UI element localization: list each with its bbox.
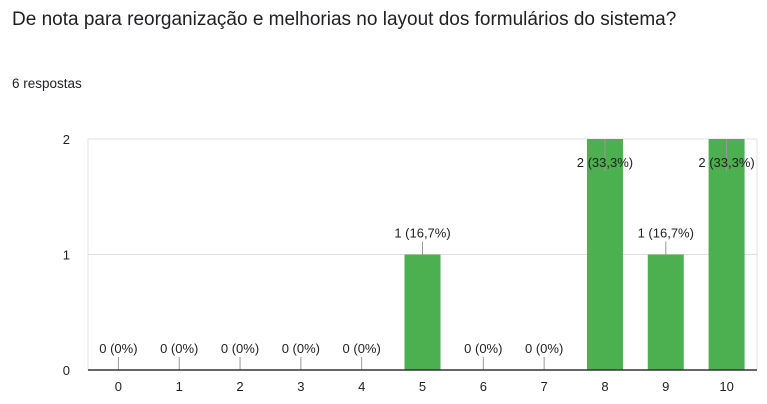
y-tick-label: 2: [63, 132, 70, 147]
data-label: 0 (0%): [343, 341, 381, 356]
data-label: 0 (0%): [99, 341, 137, 356]
data-label: 0 (0%): [464, 341, 502, 356]
data-label: 1 (16,7%): [638, 226, 694, 241]
y-axis-ticks: 0 1 2: [63, 132, 70, 378]
x-axis-ticks: 0 1 2 3 4 5 6 7 8 9 10: [88, 369, 757, 394]
y-tick-label: 1: [63, 248, 70, 263]
bar: [647, 254, 684, 370]
data-label: 0 (0%): [525, 341, 563, 356]
data-label: 2 (33,3%): [698, 155, 754, 170]
question-title: De nota para reorganização e melhorias n…: [12, 9, 677, 30]
x-tick-label: 7: [541, 379, 548, 394]
data-label: 1 (16,7%): [394, 226, 450, 241]
data-label: 0 (0%): [282, 341, 320, 356]
x-tick-label: 0: [115, 379, 122, 394]
x-tick-label: 2: [236, 379, 243, 394]
data-label: 2 (33,3%): [577, 155, 633, 170]
x-tick-label: 9: [662, 379, 669, 394]
data-label: 0 (0%): [221, 341, 259, 356]
bars: [404, 139, 745, 370]
x-tick-label: 4: [358, 379, 365, 394]
x-tick-label: 1: [176, 379, 183, 394]
data-labels: 0 (0%) 0 (0%) 0 (0%) 0 (0%) 0 (0%) 1 (16,7%) 0…: [99, 139, 755, 370]
bar: [708, 139, 745, 370]
x-tick-label: 6: [480, 379, 487, 394]
x-tick-label: 8: [601, 379, 608, 394]
response-count: 6 respostas: [12, 76, 82, 91]
x-tick-label: 3: [297, 379, 304, 394]
x-tick-label: 10: [719, 379, 733, 394]
bar: [404, 254, 441, 370]
y-tick-label: 0: [63, 363, 70, 378]
data-label: 0 (0%): [160, 341, 198, 356]
x-tick-label: 5: [419, 379, 426, 394]
bar: [586, 139, 623, 370]
